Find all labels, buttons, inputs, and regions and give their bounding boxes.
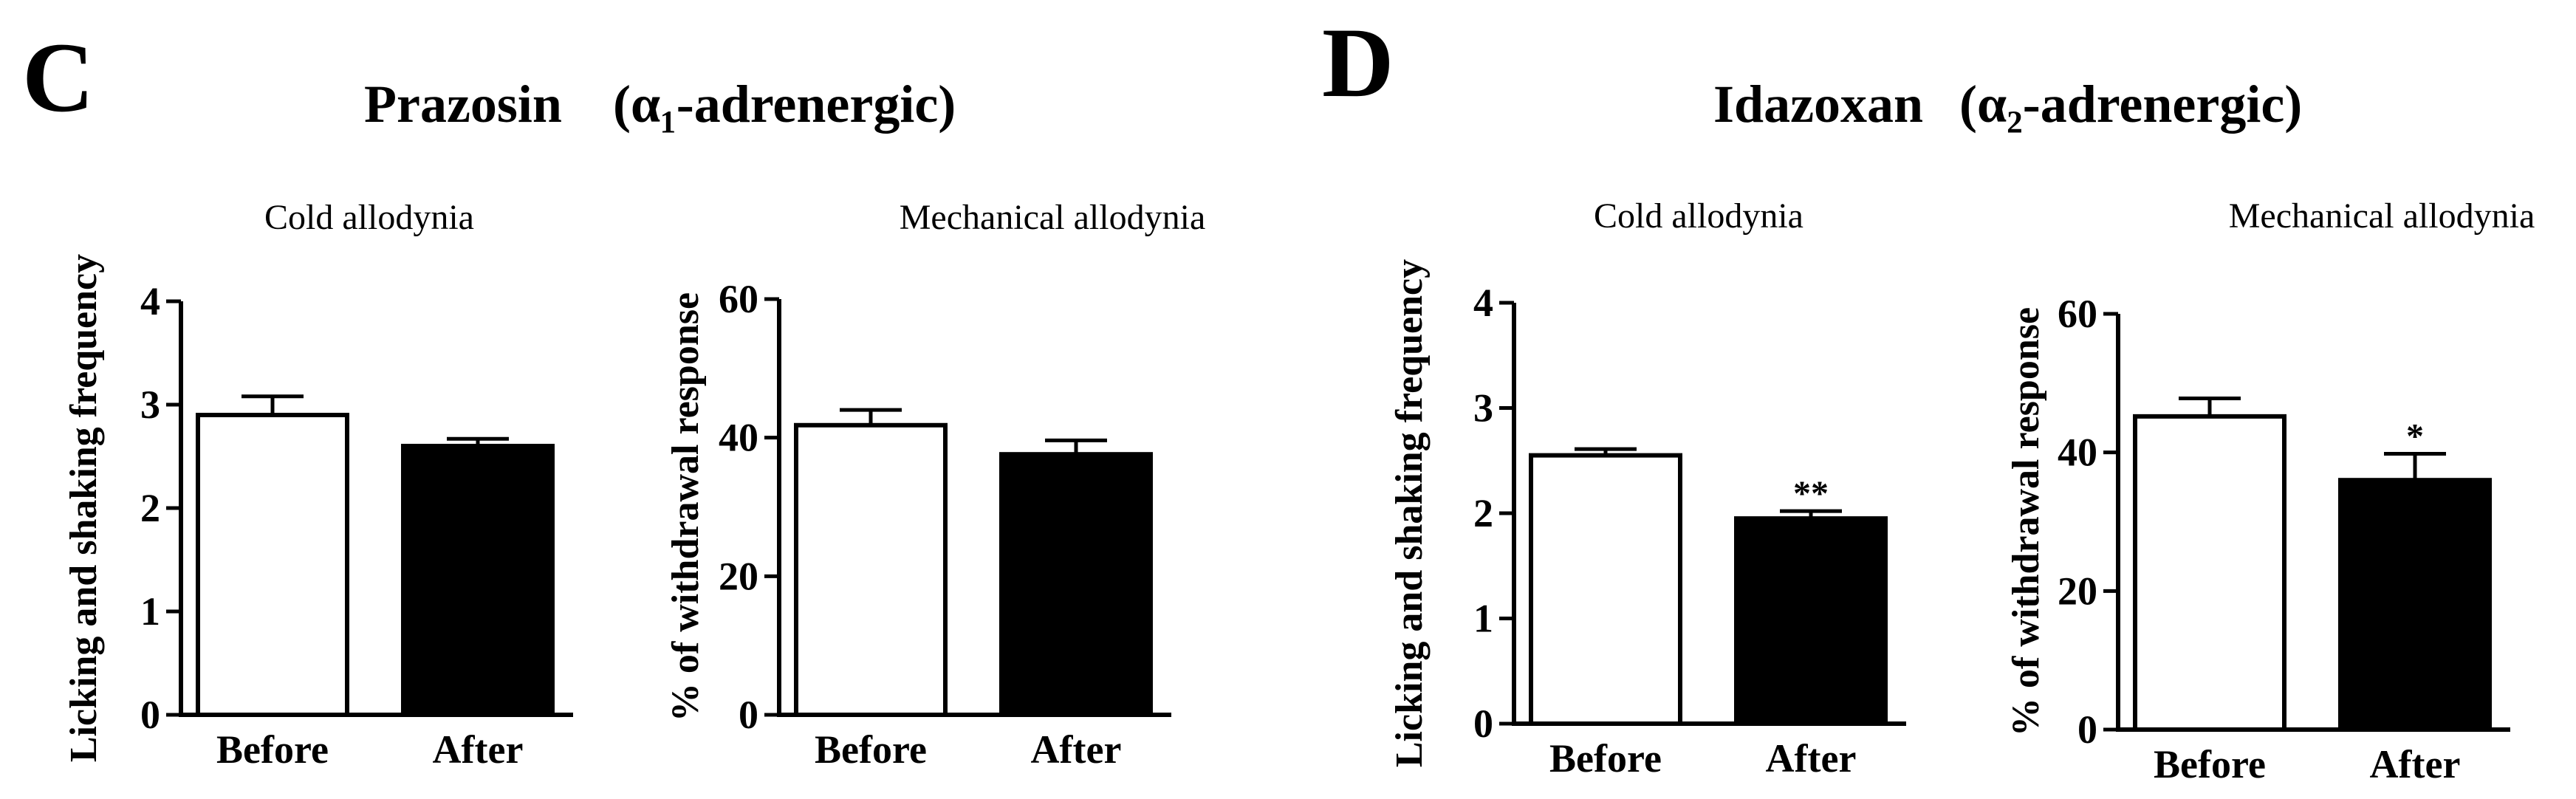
x-tick-label: Before [815, 727, 927, 772]
y-tick-label: 3 [1473, 386, 1493, 431]
bar-after [1734, 516, 1888, 726]
y-axis-label: Licking and shaking frequency [1388, 259, 1431, 767]
chart-4: Mechanical allodynia % of withdrawal resp… [2005, 196, 2535, 786]
x-tick-label: After [1031, 727, 1122, 772]
panel-d-header: D Idazoxan (α₂-adrenergic) [1322, 8, 2302, 134]
panel-d-title: Idazoxan [1713, 75, 1923, 134]
panel-c-letter: C [22, 23, 95, 133]
y-tick-label: 2 [1473, 491, 1493, 535]
panel-d-letter: D [1322, 8, 1394, 118]
bar-after [2338, 478, 2492, 732]
x-tick-label: Before [1549, 736, 1662, 781]
bar-after [401, 444, 555, 717]
y-tick-label: 40 [719, 416, 758, 460]
y-tick-label: 3 [140, 383, 160, 427]
y-tick-label: 2 [140, 486, 160, 530]
significance-marker: ** [1793, 474, 1829, 513]
chart-2: Mechanical allodynia % of withdrawal resp… [665, 198, 1205, 772]
bar-before [1529, 453, 1682, 726]
bar-after [999, 452, 1153, 717]
y-axis-label: Licking and shaking frequency [63, 254, 105, 762]
y-tick-label: 4 [1473, 281, 1493, 325]
chart-title: Cold allodynia [264, 198, 474, 237]
y-tick-label: 1 [140, 589, 160, 634]
chart-title: Mechanical allodynia [2229, 196, 2535, 236]
x-tick-label: After [2370, 742, 2461, 786]
x-tick-label: Before [2154, 742, 2266, 786]
x-tick-label: Before [216, 727, 329, 772]
y-axis-label: % of withdrawal response [665, 292, 707, 721]
significance-marker: * [2406, 417, 2424, 456]
y-tick-label: 0 [1473, 702, 1493, 746]
panel-c-title: Prazosin [364, 75, 562, 134]
y-tick-label: 60 [2058, 292, 2097, 336]
x-tick-label: After [1766, 736, 1857, 781]
charts: Cold allodynia Licking and shaking freque… [63, 196, 2535, 786]
y-tick-label: 0 [739, 693, 758, 737]
panel-c-header: C Prazosin (α₁-adrenergic) [22, 23, 956, 134]
chart-title: Mechanical allodynia [900, 198, 1206, 237]
y-tick-label: 1 [1473, 597, 1493, 641]
y-tick-label: 0 [2077, 707, 2097, 752]
bar-before [2133, 414, 2286, 733]
y-axis-label: % of withdrawal response [2005, 307, 2047, 736]
y-tick-label: 20 [2058, 569, 2097, 613]
y-tick-label: 20 [719, 554, 758, 598]
bar-before [196, 413, 349, 717]
bar-before [794, 422, 948, 717]
y-tick-label: 60 [719, 277, 758, 321]
chart-title: Cold allodynia [1594, 196, 1803, 236]
chart-3: Cold allodynia Licking and shaking freque… [1388, 196, 1906, 781]
panel-c-subtitle: (α₁-adrenergic) [613, 75, 956, 134]
chart-1: Cold allodynia Licking and shaking freque… [63, 198, 573, 772]
y-tick-label: 0 [140, 693, 160, 737]
y-tick-label: 40 [2058, 431, 2097, 475]
x-tick-label: After [433, 727, 524, 772]
panel-d-subtitle: (α₂-adrenergic) [1959, 75, 2302, 134]
y-tick-label: 4 [140, 279, 160, 323]
